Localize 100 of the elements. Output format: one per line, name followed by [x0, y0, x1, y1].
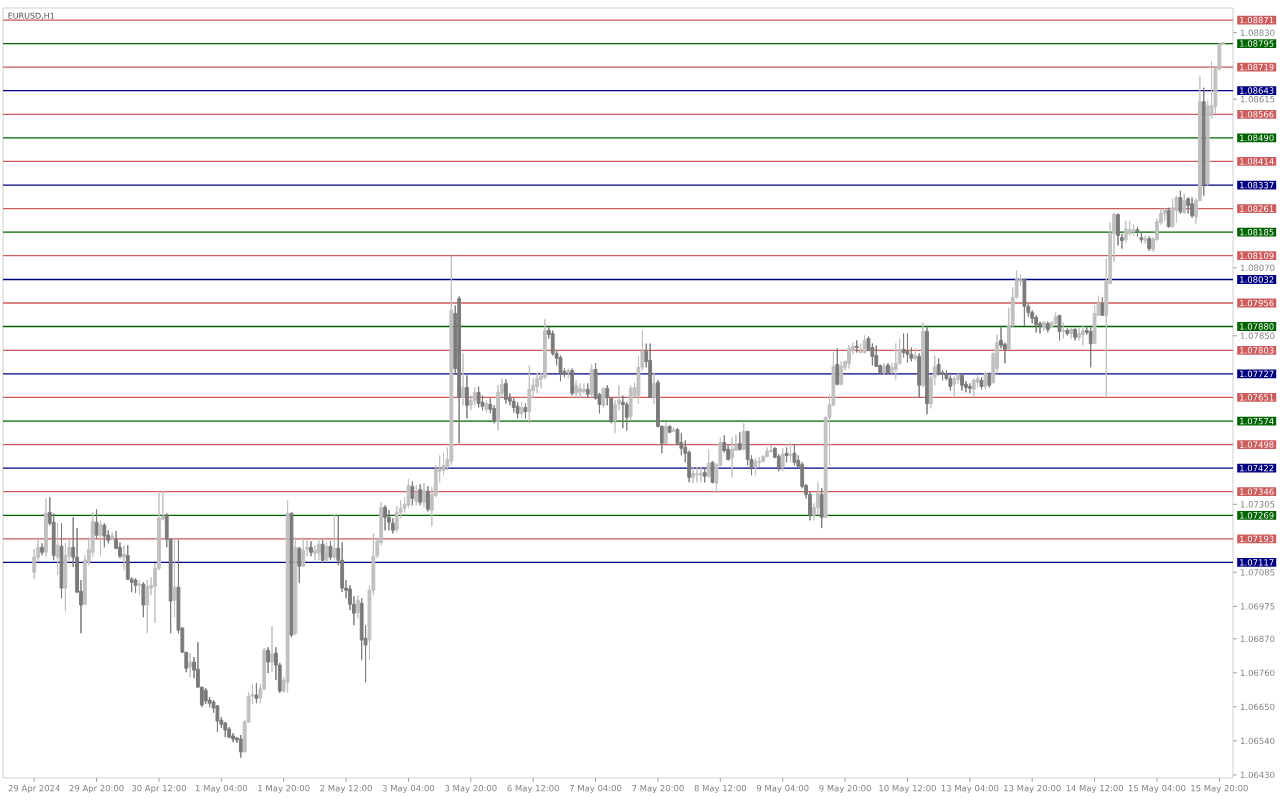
- candlestick: [172, 539, 177, 618]
- candlestick: [238, 734, 243, 759]
- candlestick: [819, 487, 824, 529]
- candlestick: [519, 401, 524, 418]
- candlestick: [406, 478, 411, 508]
- x-tick-label: 13 May 20:00: [1004, 785, 1061, 794]
- candlestick: [815, 481, 820, 516]
- candlestick: [987, 372, 992, 388]
- candlestick: [780, 447, 785, 472]
- ref-line-label: 1.07574: [1240, 417, 1274, 425]
- ref-line-label: 1.08414: [1240, 158, 1274, 165]
- candlestick: [309, 540, 313, 557]
- y-tick-label: 1.06975: [1240, 603, 1275, 610]
- candlestick: [476, 385, 481, 409]
- x-tick-label: 15 May 20:00: [1191, 785, 1248, 794]
- candlestick: [1162, 207, 1167, 222]
- candlestick: [410, 480, 415, 506]
- candlestick: [893, 343, 898, 380]
- ref-line-label: 1.08185: [1240, 228, 1274, 236]
- candlestick: [1147, 236, 1152, 252]
- ref-line-label: 1.08871: [1240, 16, 1274, 24]
- candlestick: [1061, 321, 1066, 340]
- candlestick: [98, 519, 103, 556]
- x-tick-label: 15 May 04:00: [1128, 785, 1186, 794]
- candlestick: [215, 704, 220, 733]
- candlestick: [788, 441, 793, 463]
- candlestick: [43, 497, 48, 558]
- candlestick: [355, 594, 360, 619]
- candlestick: [1123, 220, 1128, 244]
- candlestick: [620, 394, 625, 429]
- candlestick: [1069, 326, 1074, 340]
- candlestick: [578, 382, 582, 398]
- x-tick-label: 8 May 12:00: [694, 785, 747, 794]
- y-tick-label: 1.08070: [1240, 264, 1275, 271]
- candlestick: [663, 421, 668, 444]
- candlestick: [484, 399, 489, 413]
- x-tick-label: 7 May 20:00: [632, 785, 684, 794]
- ref-line-label: 1.08032: [1240, 276, 1274, 283]
- candlestick: [1190, 197, 1194, 219]
- x-tick-label: 10 May 12:00: [879, 785, 936, 794]
- candlestick: [648, 343, 653, 398]
- candlestick: [414, 484, 419, 506]
- candlestick: [1135, 226, 1140, 238]
- candlestick: [1100, 296, 1105, 316]
- y-tick-label: 1.06650: [1240, 703, 1275, 711]
- y-tick-label: 1.06870: [1240, 635, 1275, 643]
- candlestick: [1143, 235, 1148, 245]
- x-tick-label: 29 Apr 20:00: [69, 785, 124, 794]
- ref-line-label: 1.07651: [1240, 394, 1274, 401]
- candlestick: [40, 542, 44, 556]
- candlestick: [784, 446, 789, 463]
- candlestick: [921, 321, 925, 388]
- candlestick: [667, 424, 672, 434]
- candlestick: [983, 370, 988, 390]
- candlestick: [223, 721, 228, 738]
- x-tick-label: 14 May 12:00: [1066, 785, 1124, 794]
- candlestick: [695, 466, 699, 483]
- y-tick-label: 1.07305: [1240, 501, 1275, 508]
- ref-line-label: 1.07498: [1240, 441, 1274, 448]
- y-tick-label: 1.06540: [1240, 737, 1275, 745]
- candlestick: [835, 347, 840, 386]
- candlestick: [570, 368, 575, 396]
- candlestick: [792, 443, 797, 466]
- candlestick: [765, 446, 770, 458]
- ref-line-label: 1.07803: [1240, 347, 1274, 354]
- ref-line-label: 1.07422: [1240, 464, 1274, 472]
- candlestick: [967, 382, 972, 394]
- candlestick: [110, 531, 115, 541]
- candlestick: [1139, 232, 1144, 244]
- candlestick: [418, 483, 423, 506]
- y-tick-label: 1.08615: [1240, 96, 1275, 103]
- ref-line-label: 1.08109: [1240, 252, 1274, 259]
- candlestick: [461, 352, 465, 406]
- candlestick: [737, 431, 742, 451]
- candlestick: [527, 364, 532, 424]
- candlestick: [710, 460, 715, 484]
- candlestick: [523, 403, 528, 419]
- ref-line-label: 1.08643: [1240, 87, 1274, 94]
- x-tick-label: 2 May 12:00: [320, 785, 372, 794]
- candlestick: [913, 347, 918, 362]
- candlestick: [59, 522, 64, 599]
- x-tick-label: 9 May 20:00: [819, 785, 871, 794]
- candlestick: [137, 579, 142, 596]
- ref-line-label: 1.08490: [1240, 134, 1274, 142]
- candlestick: [383, 504, 387, 531]
- candlestick: [753, 457, 758, 476]
- x-tick-label: 9 May 04:00: [756, 785, 809, 794]
- candlestick: [1182, 193, 1187, 215]
- candlestick: [1057, 314, 1062, 341]
- candlestick: [133, 577, 138, 594]
- candlestick: [227, 726, 232, 739]
- candlestick: [1116, 213, 1120, 246]
- candlestick: [1186, 197, 1191, 215]
- candlestick: [1088, 326, 1093, 368]
- candlestick: [698, 466, 703, 483]
- ref-line-label: 1.07193: [1240, 535, 1274, 543]
- candlestick: [504, 378, 508, 404]
- candlestick: [188, 652, 193, 678]
- candlestick: [691, 466, 695, 484]
- x-tick-label: 29 Apr 2024: [8, 785, 60, 794]
